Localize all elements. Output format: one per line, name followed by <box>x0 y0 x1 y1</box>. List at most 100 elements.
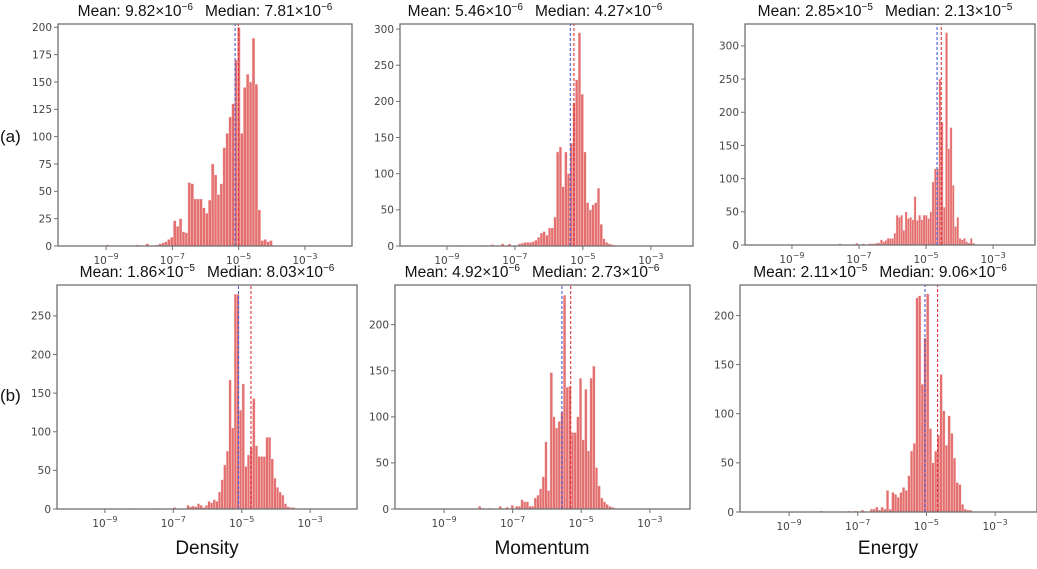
histogram-bar <box>927 218 930 246</box>
histogram-bar <box>929 211 933 246</box>
title-exponent: −6 <box>323 263 335 274</box>
histogram-bar <box>251 38 256 247</box>
histogram-bar <box>884 240 888 246</box>
title-part: 4.27 <box>594 3 624 20</box>
title-part: ×10 <box>835 3 862 20</box>
histogram-bar <box>931 462 935 513</box>
title-part: ×10 <box>975 3 1002 20</box>
y-tick-label: 100 <box>374 168 394 180</box>
title-part: 2.11 <box>801 264 830 281</box>
histogram-bar <box>928 428 932 513</box>
tick-exponent: −9 <box>448 252 460 261</box>
histogram-bar <box>219 183 224 247</box>
xlabel-density: Density <box>175 538 239 559</box>
y-tick-label: 250 <box>719 74 739 86</box>
tick-exponent: −3 <box>306 252 318 261</box>
histogram-bar <box>556 151 560 247</box>
tick-base: 10 <box>502 255 515 267</box>
histogram-bar <box>939 374 943 513</box>
xlabel-momentum: Momentum <box>494 538 589 559</box>
title-part: 2.13 <box>944 3 974 20</box>
y-tick-label: 150 <box>374 132 394 144</box>
title-part: ×10 <box>969 264 996 281</box>
histogram-bar <box>894 494 898 513</box>
histogram-bar <box>283 503 287 510</box>
histogram-bar <box>602 238 606 247</box>
y-tick-label: 100 <box>714 409 734 421</box>
x-tick-label: 10−5 <box>229 515 254 530</box>
title-part: Mean: <box>78 3 121 20</box>
histogram-bar <box>563 294 567 510</box>
xlabel-energy: Energy <box>858 538 919 559</box>
tick-base: 10 <box>93 255 106 267</box>
panel-title: Mean: 2.11×10−5 Median: 9.06×10−6 <box>753 263 1007 281</box>
histogram-bar <box>910 450 914 513</box>
y-tick-label: 50 <box>726 207 739 219</box>
histogram-bar <box>596 187 601 247</box>
tick-exponent: −9 <box>107 252 119 261</box>
title-space <box>193 3 205 20</box>
histogram-bar <box>241 383 245 510</box>
tick-exponent: −5 <box>239 252 251 261</box>
tick-base: 10 <box>638 255 651 267</box>
histogram-bar <box>969 238 973 246</box>
histogram-bar <box>880 506 884 513</box>
histogram-bar <box>907 475 911 513</box>
y-tick-label: 200 <box>719 107 739 119</box>
panel-title: Mean: 5.46×10−6 Median: 4.27×10−6 <box>408 2 663 20</box>
histogram-bar <box>918 214 921 246</box>
histogram-bar <box>900 214 903 246</box>
histogram-bar <box>545 234 549 247</box>
x-tick-label: 10−9 <box>93 252 118 267</box>
tick-base: 10 <box>637 518 650 530</box>
histogram-bar <box>268 436 272 510</box>
histogram-bar <box>920 219 924 246</box>
histogram-bar <box>576 416 580 510</box>
histogram-bar <box>589 377 593 510</box>
x-tick-label: 10−7 <box>846 251 871 266</box>
histogram-bar <box>553 216 557 247</box>
tick-base: 10 <box>161 518 174 530</box>
histogram-bar <box>912 443 916 513</box>
histogram-bar <box>266 241 270 247</box>
axes-frame <box>744 23 1036 246</box>
histogram-bar <box>537 237 541 247</box>
histogram-bar <box>523 501 527 510</box>
y-tick-label: 200 <box>374 96 394 108</box>
title-exponent: −6 <box>182 2 194 13</box>
histogram-bar <box>196 503 201 510</box>
histogram-bar <box>205 212 209 247</box>
histogram-bar <box>947 148 951 246</box>
histogram-bar <box>550 227 554 247</box>
title-space <box>523 3 535 20</box>
histogram-bar <box>199 198 203 247</box>
histogram-bar <box>583 151 587 247</box>
y-tick-label: 75 <box>39 159 52 171</box>
y-tick-label: 175 <box>32 49 52 61</box>
histogram-bar <box>223 464 227 510</box>
histogram-bar <box>880 239 883 246</box>
histogram-bar <box>531 241 535 247</box>
histogram-bar <box>170 237 174 247</box>
histogram-bar <box>898 216 901 246</box>
tick-exponent: −7 <box>516 252 528 261</box>
histogram-bar <box>263 239 267 247</box>
title-part: ×10 <box>297 264 324 281</box>
y-tick-label: 150 <box>31 388 51 400</box>
histogram-bar <box>600 497 604 510</box>
y-tick-label: 25 <box>39 213 52 225</box>
histogram-bar <box>594 202 598 247</box>
histogram-bar <box>270 458 274 510</box>
histogram-bar <box>213 174 218 247</box>
tick-exponent: −7 <box>513 515 525 524</box>
row-label-b: (b) <box>0 386 21 405</box>
title-exponent: −6 <box>651 2 663 13</box>
title-part: Median: <box>885 3 940 20</box>
title-part: 7.81 <box>264 3 294 20</box>
histogram-bar <box>210 502 214 510</box>
histogram-bar <box>931 181 935 246</box>
tick-base: 10 <box>845 521 858 533</box>
histogram-bar <box>915 297 919 513</box>
